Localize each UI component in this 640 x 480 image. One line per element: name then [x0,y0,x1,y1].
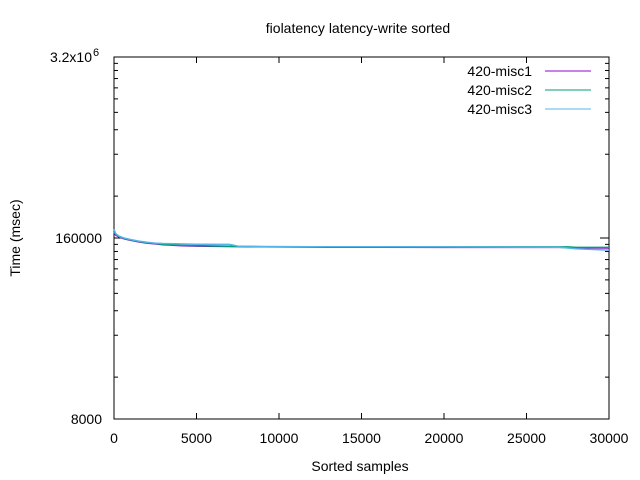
axis-ticks: 0 5000 10000 15000 20000 25000 30000 8000 160000… [50,47,629,446]
x-tick-label: 0 [110,430,118,446]
chart-title: fiolatency latency-write sorted [266,20,450,36]
y-tick-exponent: 6 [93,47,99,59]
plot-frame [113,56,610,420]
y-tick-label: 8000 [71,411,102,427]
legend-label: 420-misc2 [467,82,532,98]
legend: 420-misc1 420-misc2 420-misc3 [467,63,591,117]
series-line [113,231,609,249]
x-tick-label: 30000 [590,430,629,446]
x-tick-label: 20000 [425,430,464,446]
y-axis-label: Time (msec) [7,199,23,276]
legend-label: 420-misc3 [467,101,532,117]
series-lines [113,228,610,251]
x-axis-label: Sorted samples [311,458,408,474]
x-tick-label: 5000 [181,430,212,446]
x-tick-label: 15000 [342,430,381,446]
x-tick-label: 25000 [507,430,546,446]
y-tick-label: 160000 [55,230,102,246]
series-line [113,228,610,251]
x-tick-label: 10000 [260,430,299,446]
legend-label: 420-misc1 [467,63,532,79]
y-tick-label: 3.2x10 [50,49,92,65]
